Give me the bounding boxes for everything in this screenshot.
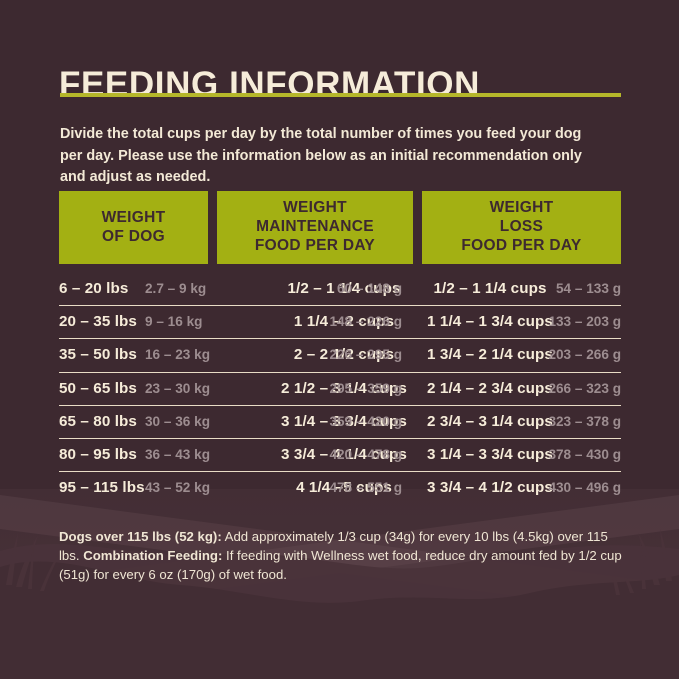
cell-weight-kg: 36 – 43 kg xyxy=(145,447,210,463)
intro-paragraph: Divide the total cups per day by the tot… xyxy=(60,126,582,186)
cell-weight-lbs: 35 – 50 lbs xyxy=(59,346,137,364)
page-title: FEEDING INFORMATION xyxy=(59,65,481,105)
cell-maintenance-cups: 2 – 2 1/2 cups xyxy=(293,346,395,364)
column-header-line-1: WEIGHT xyxy=(101,208,166,226)
cell-maintenance-grams: 359 – 420 g xyxy=(329,414,402,430)
cell-loss-grams: 54 – 133 g xyxy=(556,281,621,297)
footnote-label-combination-feeding: Combination Feeding: xyxy=(83,547,223,563)
cell-loss-grams: 133 – 203 g xyxy=(548,314,621,330)
table-row: 95 – 115 lbs 43 – 52 kg 4 1/4 –5 cups 47… xyxy=(59,472,621,504)
table-row: 65 – 80 lbs 30 – 36 kg 3 1/4 – 3 3/4 cup… xyxy=(59,406,621,439)
column-header-weight-of-dog: WEIGHT OF DOG xyxy=(59,191,208,264)
table-row: 35 – 50 lbs 16 – 23 kg 2 – 2 1/2 cups 22… xyxy=(59,339,621,373)
cell-loss-cups: 2 3/4 – 3 1/4 cups xyxy=(427,413,553,431)
cell-maintenance-cups: 2 1/2 – 3 1/4 cups xyxy=(281,379,407,397)
cell-loss-grams: 203 – 266 g xyxy=(548,347,621,363)
cell-maintenance-cups: 1 1/4 – 2 cups xyxy=(293,313,395,331)
cell-loss-cups: 1 3/4 – 2 1/4 cups xyxy=(427,346,553,364)
column-header-line-2: OF DOG xyxy=(102,227,165,245)
cell-maintenance-cups: 3 3/4 – 4 1/4 cups xyxy=(281,446,407,464)
cell-loss-grams: 266 – 323 g xyxy=(548,380,621,396)
table-row: 6 – 20 lbs 2.7 – 9 kg 1/2 – 1 1/4 cups 6… xyxy=(59,273,621,307)
footnote-text: Dogs over 115 lbs (52 kg): Add approxima… xyxy=(59,528,627,584)
cell-weight-kg: 9 – 16 kg xyxy=(145,314,203,330)
cell-weight-lbs: 6 – 20 lbs xyxy=(59,280,129,298)
cell-weight-kg: 23 – 30 kg xyxy=(145,380,210,396)
cell-maintenance-cups: 3 1/4 – 3 3/4 cups xyxy=(281,413,407,431)
column-header-line-1: WEIGHT xyxy=(489,199,554,217)
column-header-weight-loss: WEIGHT LOSS FOOD PER DAY xyxy=(422,191,621,264)
cell-maintenance-grams: 148 – 226 g xyxy=(329,314,402,330)
cell-weight-kg: 16 – 23 kg xyxy=(145,347,210,363)
feeding-table: WEIGHT OF DOG WEIGHT MAINTENANCE FOOD PE… xyxy=(59,191,621,504)
cell-maintenance-grams: 478 – 551 g xyxy=(329,480,402,496)
cell-loss-cups: 2 1/4 – 2 3/4 cups xyxy=(427,379,553,397)
column-header-line-1: WEIGHT xyxy=(283,199,347,217)
cell-weight-kg: 2.7 – 9 kg xyxy=(145,281,207,297)
column-header-line-3: FOOD PER DAY xyxy=(254,236,376,254)
column-header-line-2: LOSS xyxy=(499,218,544,236)
cell-weight-lbs: 80 – 95 lbs xyxy=(59,446,137,464)
cell-weight-kg: 30 – 36 kg xyxy=(145,414,210,430)
cell-maintenance-grams: 420 – 478 g xyxy=(329,447,402,463)
cell-loss-cups: 3 3/4 – 4 1/2 cups xyxy=(427,479,553,497)
cell-weight-lbs: 20 – 35 lbs xyxy=(59,313,137,331)
column-header-line-3: FOOD PER DAY xyxy=(461,236,582,254)
cell-loss-grams: 323 – 378 g xyxy=(548,414,621,430)
footnote-label-large-dogs: Dogs over 115 lbs (52 kg): xyxy=(59,529,222,545)
table-header-row: WEIGHT OF DOG WEIGHT MAINTENANCE FOOD PE… xyxy=(59,191,621,264)
cell-maintenance-grams: 60 – 148 g xyxy=(337,281,402,297)
cell-weight-lbs: 65 – 80 lbs xyxy=(59,413,137,431)
column-header-weight-maintenance: WEIGHT MAINTENANCE FOOD PER DAY xyxy=(217,191,413,264)
cell-maintenance-grams: 295 – 359 g xyxy=(329,380,402,396)
column-header-line-2: MAINTENANCE xyxy=(256,218,374,236)
cell-weight-kg: 43 – 52 kg xyxy=(145,480,210,496)
cell-loss-grams: 378 – 430 g xyxy=(548,447,621,463)
table-row: 20 – 35 lbs 9 – 16 kg 1 1/4 – 2 cups 148… xyxy=(59,306,621,340)
title-divider xyxy=(60,93,621,97)
table-body: 6 – 20 lbs 2.7 – 9 kg 1/2 – 1 1/4 cups 6… xyxy=(59,273,621,504)
cell-loss-grams: 430 – 496 g xyxy=(548,480,621,496)
cell-maintenance-grams: 226 – 295 g xyxy=(329,347,402,363)
cell-loss-cups: 1 1/4 – 1 3/4 cups xyxy=(427,313,553,331)
cell-maintenance-cups: 1/2 – 1 1/4 cups xyxy=(287,280,401,298)
table-row: 50 – 65 lbs 23 – 30 kg 2 1/2 – 3 1/4 cup… xyxy=(59,373,621,406)
cell-weight-lbs: 50 – 65 lbs xyxy=(59,379,137,397)
table-row: 80 – 95 lbs 36 – 43 kg 3 3/4 – 4 1/4 cup… xyxy=(59,439,621,473)
cell-weight-lbs: 95 – 115 lbs xyxy=(59,479,145,497)
cell-loss-cups: 1/2 – 1 1/4 cups xyxy=(433,280,547,298)
cell-loss-cups: 3 1/4 – 3 3/4 cups xyxy=(427,446,553,464)
